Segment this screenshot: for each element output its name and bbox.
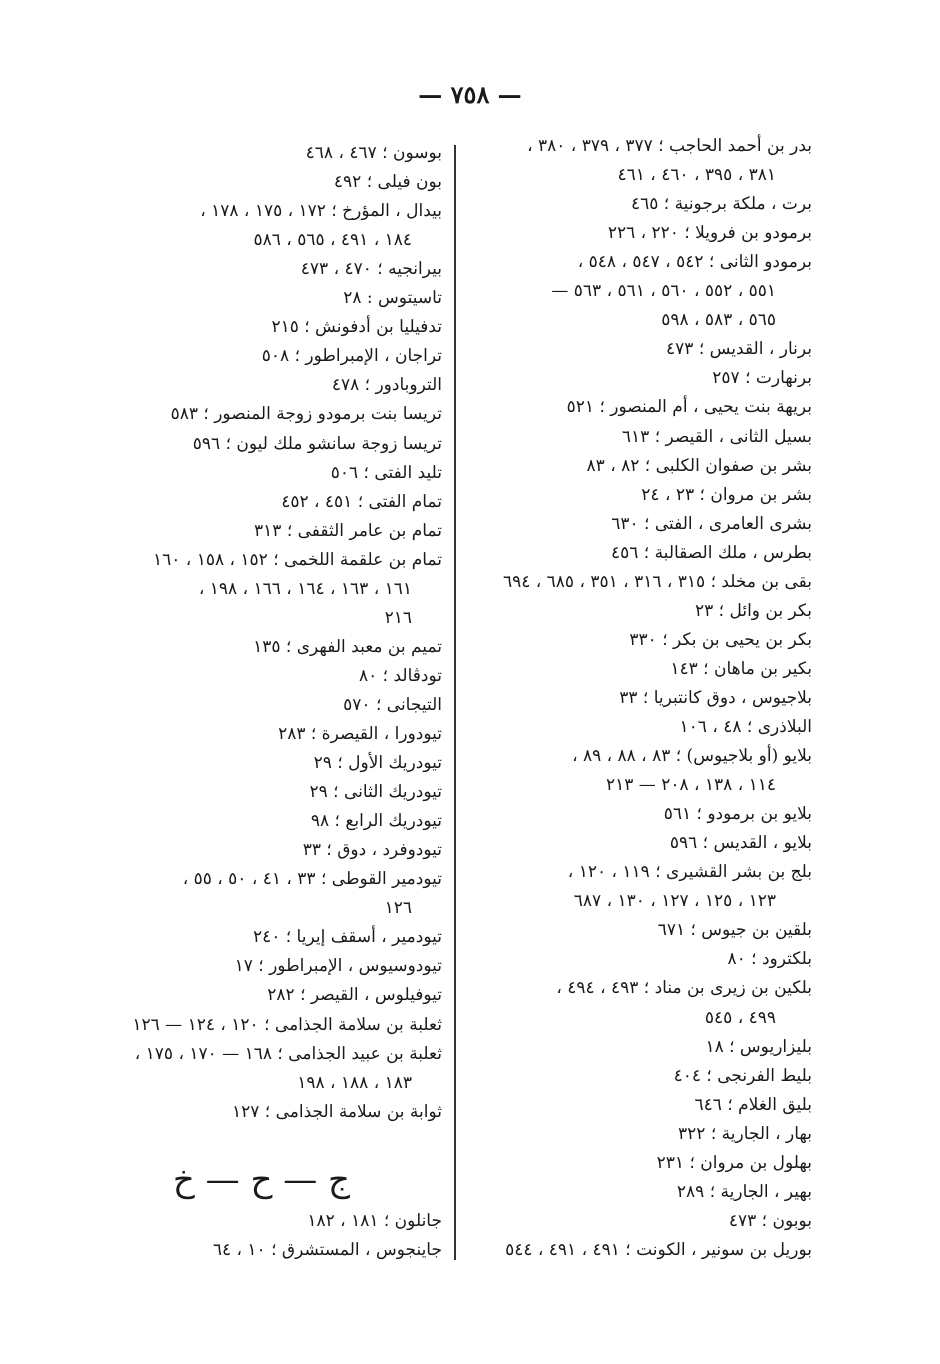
index-entry: تيودريك الرابع ؛ ٩٨: [310, 811, 442, 832]
index-entry-continuation: ٥٦٥ ، ٥٨٣ ، ٥٩٨: [661, 310, 776, 331]
index-entry: بطرس ، ملك الصقالبة ؛ ٤٥٦: [610, 542, 812, 563]
index-entry: بقى بن مخلد ؛ ٣١٥ ، ٣١٦ ، ٣٥١ ، ٦٨٥ ، ٦٩…: [502, 571, 812, 592]
index-entry: بليط الفرنجى ؛ ٤٠٤: [673, 1065, 812, 1086]
index-entry: تيودمير ، أسقف إيريا ؛ ٢٤٠: [252, 927, 442, 948]
index-entry: ثعلبة بن عبيد الجذامى ؛ ١٦٨ — ١٧٠ ، ١٧٥ …: [134, 1043, 442, 1064]
index-entry: بيرانجيه ؛ ٤٧٠ ، ٤٧٣: [300, 259, 442, 280]
index-entry: بليق الغلام ؛ ٦٤٦: [694, 1094, 812, 1115]
index-entry: جانلون ؛ ١٨١ ، ١٨٢: [307, 1211, 442, 1231]
index-entry: بلايو (أو بلاجيوس) ؛ ٨٣ ، ٨٨ ، ٨٩ ،: [572, 746, 812, 767]
index-entry: بهار ، الجارية ؛ ٣٢٢: [678, 1123, 812, 1144]
index-entry: بيدال ، المؤرخ ؛ ١٧٢ ، ١٧٥ ، ١٧٨ ،: [200, 201, 442, 222]
index-entry: تريسا بنت برمودو زوجة المنصور ؛ ٥٨٣: [170, 404, 442, 425]
index-entry: برمودو بن فرويلا ؛ ٢٢٠ ، ٢٢٦: [607, 223, 812, 244]
index-entry-continuation: ٢١٦: [384, 607, 412, 628]
index-entry: بكر بن وائل ؛ ٢٣: [695, 600, 812, 621]
index-entry: بدر بن أحمد الحاجب ؛ ٣٧٧ ، ٣٧٩ ، ٣٨٠ ،: [527, 136, 812, 156]
page-number: — ٧٥٨ —: [418, 80, 522, 109]
index-entry: بلكين بن زيرى بن مناد ؛ ٤٩٣ ، ٤٩٤ ،: [556, 978, 812, 999]
index-entry: بشرى العامرى ، الفتى ؛ ٦٣٠: [611, 513, 812, 534]
index-entry-continuation: ١٢٦: [384, 898, 412, 919]
index-entry-continuation: ١٨٤ ، ٤٩١ ، ٥٦٥ ، ٥٨٦: [253, 230, 412, 251]
index-entry: برت ، ملكة برجونية ؛ ٤٦٥: [630, 194, 812, 215]
index-entry: تدفيليا بن أدفونش ؛ ٢١٥: [271, 317, 442, 338]
index-entry: برمودو الثانى ؛ ٥٤٢ ، ٥٤٧ ، ٥٤٨ ،: [577, 252, 812, 273]
index-entry-continuation: ٤٩٩ ، ٥٤٥: [704, 1007, 776, 1028]
index-entry: تميم بن معبد الفهرى ؛ ١٣٥: [253, 636, 442, 657]
column-divider: [454, 145, 456, 1260]
index-entry: تمام بن عامر الثقفى ؛ ٣١٣: [254, 520, 442, 541]
index-entry: بلج بن بشر القشيرى ؛ ١١٩ ، ١٢٠ ،: [567, 862, 812, 883]
index-entry: بلاجيوس ، دوق كانتبريا ؛ ٣٣: [619, 687, 812, 708]
index-entry: بون فيلى ؛ ٤٩٢: [333, 172, 442, 193]
index-entry: بهير ، الجارية ؛ ٢٨٩: [676, 1181, 812, 1202]
index-entry: بليزاريوس ؛ ١٨: [705, 1036, 812, 1057]
index-entry: بوسون ؛ ٤٦٧ ، ٤٦٨: [305, 143, 442, 163]
index-entry: بلقين بن جيوس ؛ ٦٧١: [657, 920, 812, 941]
index-entry: ثعلبة بن سلامة الجذامى ؛ ١٢٠ ، ١٢٤ — ١٢٦: [132, 1014, 442, 1035]
index-entry: تيودريك الثانى ؛ ٢٩: [309, 782, 442, 803]
index-entry: تيودورا ، القيصرة ؛ ٢٨٣: [278, 724, 442, 744]
index-entry: تيودوسيوس ، الإمبراطور ؛ ١٧: [234, 956, 442, 977]
index-entry: بلايو ، القديس ؛ ٥٩٦: [669, 833, 812, 854]
index-entry: برنهارت ؛ ٢٥٧: [712, 368, 812, 389]
index-entry: بريهة بنت يحيى ، أم المنصور ؛ ٥٢١: [566, 397, 812, 418]
index-entry: تراجان ، الإمبراطور ؛ ٥٠٨: [261, 346, 442, 367]
index-entry: بوبون ؛ ٤٧٣: [728, 1210, 812, 1231]
index-entry: برنار ، القديس ؛ ٤٧٣: [666, 339, 812, 360]
index-entry-continuation: ١٢٣ ، ١٢٥ ، ١٢٧ ، ١٣٠ ، ٦٨٧: [573, 891, 776, 912]
index-entry: بشر بن صفوان الكلبى ؛ ٨٢ ، ٨٣: [586, 455, 812, 476]
index-entry: تمام الفتى ؛ ٤٥١ ، ٤٥٢: [281, 491, 442, 512]
index-entry: تاسيتوس : ٢٨: [343, 288, 442, 309]
index-entry: تيودوفرد ، دوق ؛ ٣٣: [302, 840, 442, 861]
index-entry: التيجانى ؛ ٥٧٠: [343, 694, 442, 715]
index-entry: بلكترود ؛ ٨٠: [727, 949, 812, 970]
index-entry-continuation: ٥٥١ ، ٥٥٢ ، ٥٦٠ ، ٥٦١ ، ٥٦٣ —: [551, 281, 776, 302]
index-entry: بكر بن يحيى بن بكر ؛ ٣٣٠: [629, 629, 812, 650]
index-entry: بسيل الثانى ، القيصر ؛ ٦١٣: [621, 426, 812, 447]
index-entry-continuation: ١١٤ ، ١٣٨ ، ٢٠٨ — ٢١٣: [605, 775, 776, 796]
index-entry: تمام بن علقمة اللخمى ؛ ١٥٢ ، ١٥٨ ، ١٦٠: [153, 549, 442, 570]
index-entry-continuation: ١٨٣ ، ١٨٨ ، ١٩٨: [297, 1072, 412, 1093]
index-entry: بشر بن مروان ؛ ٢٣ ، ٢٤: [641, 484, 812, 505]
index-entry: بكير بن ماهان ؛ ١٤٣: [670, 658, 812, 679]
index-entry: بوريل بن سونير ، الكونت ؛ ٤٩١ ، ٤٩١ ، ٥٤…: [505, 1239, 812, 1260]
index-entry: جاينجوس ، المستشرق ؛ ١٠ ، ٦٤: [212, 1239, 442, 1260]
index-entry: تودڤالد ؛ ٨٠: [359, 665, 442, 686]
index-entry: تيودمير القوطى ؛ ٣٣ ، ٤١ ، ٥٠ ، ٥٥ ،: [182, 869, 442, 890]
index-entry: بلايو بن برمودو ؛ ٥٦١: [663, 804, 812, 825]
index-entry-continuation: ٣٨١ ، ٣٩٥ ، ٤٦٠ ، ٤٦١: [617, 165, 776, 186]
index-entry: البلاذرى ؛ ٤٨ ، ١٠٦: [679, 717, 812, 737]
index-entry: تليد الفتى ؛ ٥٠٦: [330, 462, 442, 483]
index-entry: التروبادور ؛ ٤٧٨: [331, 375, 442, 396]
index-entry: تيوفيلوس ، القيصر ؛ ٢٨٢: [267, 985, 442, 1006]
index-entry: تريسا زوجة سانشو ملك ليون ؛ ٥٩٦: [192, 433, 442, 454]
section-heading: ج — ح — خ: [172, 1160, 350, 1200]
index-entry-continuation: ١٦١ ، ١٦٣ ، ١٦٤ ، ١٦٦ ، ١٩٨ ،: [198, 578, 412, 599]
index-entry: تيودريك الأول ؛ ٢٩: [313, 753, 442, 774]
index-entry: ثوابة بن سلامة الجذامى ؛ ١٢٧: [232, 1101, 442, 1122]
index-entry: بهلول بن مروان ؛ ٢٣١: [656, 1152, 812, 1173]
